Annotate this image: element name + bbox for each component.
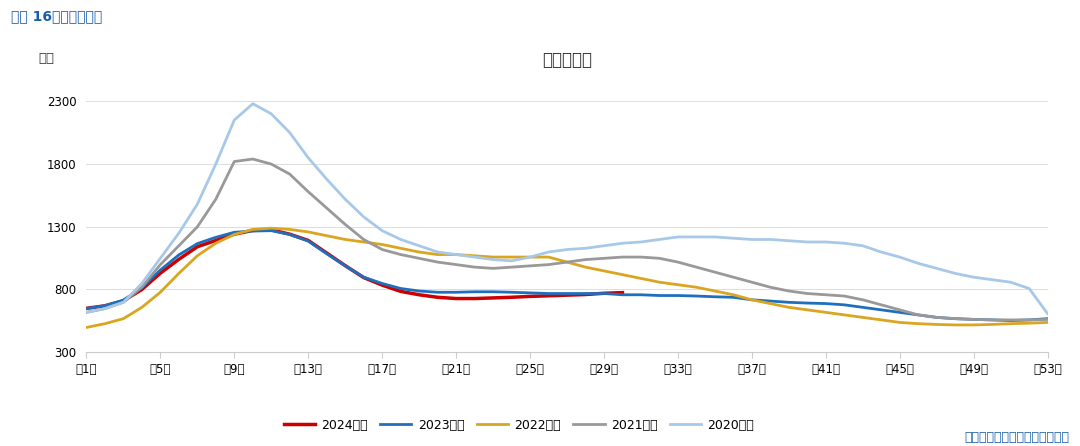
2024年度 <box>283 231 296 237</box>
Line: 2020年度: 2020年度 <box>86 104 1048 314</box>
2024年度 <box>135 287 148 292</box>
2021年度 <box>357 237 370 242</box>
2022年度 <box>357 240 370 245</box>
2024年度 <box>449 296 462 301</box>
2022年度 <box>672 282 685 287</box>
2021年度 <box>672 260 685 265</box>
2024年度 <box>394 289 407 294</box>
2024年度 <box>153 270 166 276</box>
2021年度 <box>80 310 93 315</box>
2023年度 <box>80 306 93 311</box>
2021年度 <box>727 274 740 280</box>
2020年度 <box>653 237 666 242</box>
2022年度 <box>653 280 666 285</box>
2022年度 <box>838 312 851 318</box>
Text: 数据来源：钢联数据、国元期货: 数据来源：钢联数据、国元期货 <box>964 431 1069 444</box>
2020年度 <box>357 214 370 219</box>
Legend: 2024年度, 2023年度, 2022年度, 2021年度, 2020年度: 2024年度, 2023年度, 2022年度, 2021年度, 2020年度 <box>279 414 759 437</box>
2023年度 <box>653 293 666 298</box>
Title: 螺纹钢库存: 螺纹钢库存 <box>542 51 592 69</box>
2024年度 <box>487 295 500 301</box>
2024年度 <box>357 275 370 280</box>
2023年度 <box>1004 318 1017 323</box>
2021年度 <box>986 317 999 322</box>
2023年度 <box>357 274 370 280</box>
2023年度 <box>708 294 721 299</box>
2024年度 <box>579 292 592 297</box>
2020年度 <box>672 234 685 240</box>
Text: 图表 16：螺纹总库存: 图表 16：螺纹总库存 <box>11 9 102 23</box>
2024年度 <box>210 238 222 243</box>
2024年度 <box>616 290 629 295</box>
2023年度 <box>1041 316 1054 321</box>
2022年度 <box>80 325 93 330</box>
2022年度 <box>265 226 278 231</box>
2024年度 <box>191 244 204 249</box>
2021年度 <box>1041 317 1054 322</box>
2022年度 <box>708 288 721 293</box>
2024年度 <box>505 295 518 300</box>
Line: 2022年度: 2022年度 <box>86 228 1048 327</box>
2024年度 <box>468 296 481 301</box>
2024年度 <box>413 292 426 297</box>
2020年度 <box>246 101 259 107</box>
2020年度 <box>708 234 721 240</box>
2021年度 <box>708 269 721 275</box>
2020年度 <box>80 310 93 315</box>
2024年度 <box>542 293 555 298</box>
2021年度 <box>246 157 259 162</box>
2024年度 <box>339 263 352 268</box>
2024年度 <box>321 250 334 256</box>
2024年度 <box>301 238 314 243</box>
2020年度 <box>948 271 961 276</box>
2024年度 <box>246 228 259 233</box>
2021年度 <box>838 293 851 299</box>
2020年度 <box>838 240 851 246</box>
2024年度 <box>228 231 241 237</box>
2024年度 <box>117 298 130 303</box>
2024年度 <box>561 293 573 298</box>
2024年度 <box>524 294 537 299</box>
2021年度 <box>653 256 666 261</box>
2024年度 <box>173 256 186 262</box>
2024年度 <box>597 291 610 296</box>
2024年度 <box>431 295 444 300</box>
2024年度 <box>80 306 93 311</box>
Line: 2021年度: 2021年度 <box>86 159 1048 320</box>
2020年度 <box>1041 311 1054 316</box>
2022年度 <box>1041 320 1054 325</box>
2023年度 <box>265 228 278 233</box>
2023年度 <box>672 293 685 298</box>
Line: 2024年度: 2024年度 <box>86 230 622 308</box>
2024年度 <box>376 282 389 288</box>
2024年度 <box>98 303 111 309</box>
Line: 2023年度: 2023年度 <box>86 231 1048 321</box>
Text: 万吨: 万吨 <box>39 52 54 65</box>
2022年度 <box>948 322 961 328</box>
2023年度 <box>727 295 740 300</box>
2023年度 <box>838 302 851 307</box>
2024年度 <box>265 227 278 232</box>
